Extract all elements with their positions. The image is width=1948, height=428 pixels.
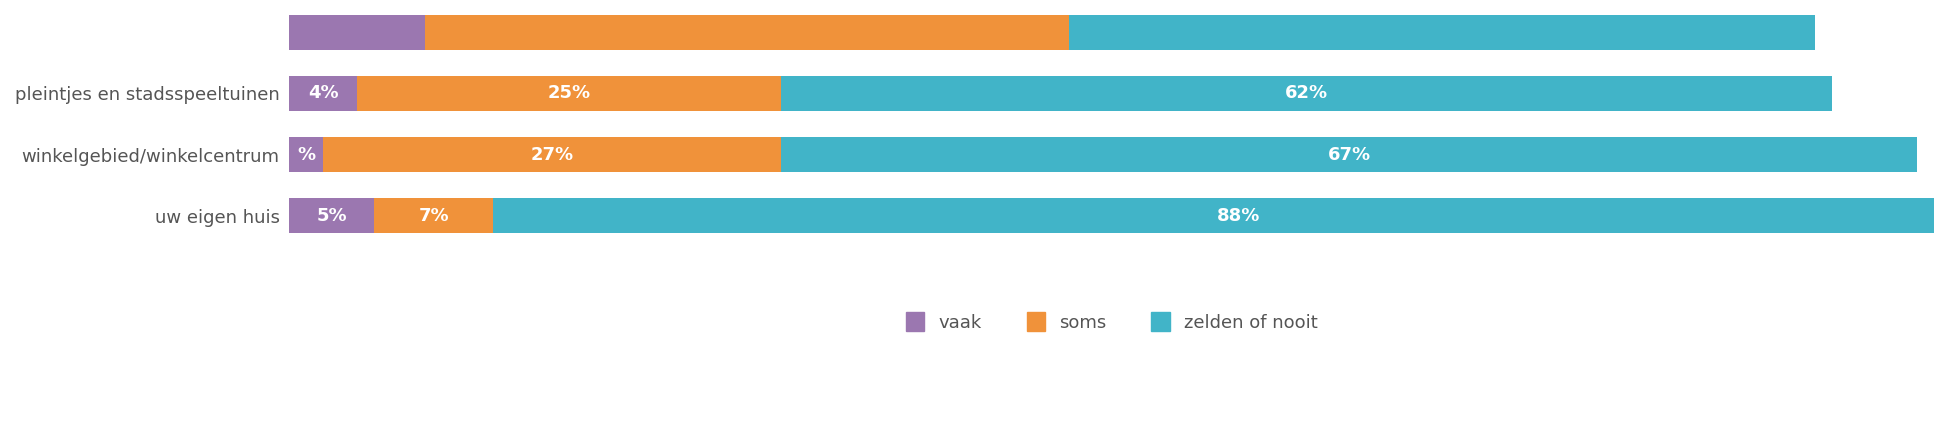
- Text: 7%: 7%: [419, 207, 448, 225]
- Text: 4%: 4%: [308, 84, 339, 102]
- Bar: [290, 15, 425, 50]
- Legend: vaak, soms, zelden of nooit: vaak, soms, zelden of nooit: [898, 305, 1325, 339]
- Text: %: %: [298, 146, 316, 163]
- Bar: [493, 198, 1948, 233]
- Text: 62%: 62%: [1284, 84, 1329, 102]
- Bar: [290, 76, 356, 111]
- Bar: [781, 137, 1917, 172]
- Bar: [374, 198, 493, 233]
- Bar: [1069, 15, 1814, 50]
- Text: 67%: 67%: [1327, 146, 1369, 163]
- Text: 25%: 25%: [547, 84, 590, 102]
- Bar: [425, 15, 1069, 50]
- Bar: [323, 137, 781, 172]
- Bar: [290, 198, 374, 233]
- Text: 88%: 88%: [1218, 207, 1260, 225]
- Text: 5%: 5%: [316, 207, 347, 225]
- Bar: [781, 76, 1831, 111]
- Bar: [290, 137, 323, 172]
- Bar: [356, 76, 781, 111]
- Text: 27%: 27%: [530, 146, 573, 163]
